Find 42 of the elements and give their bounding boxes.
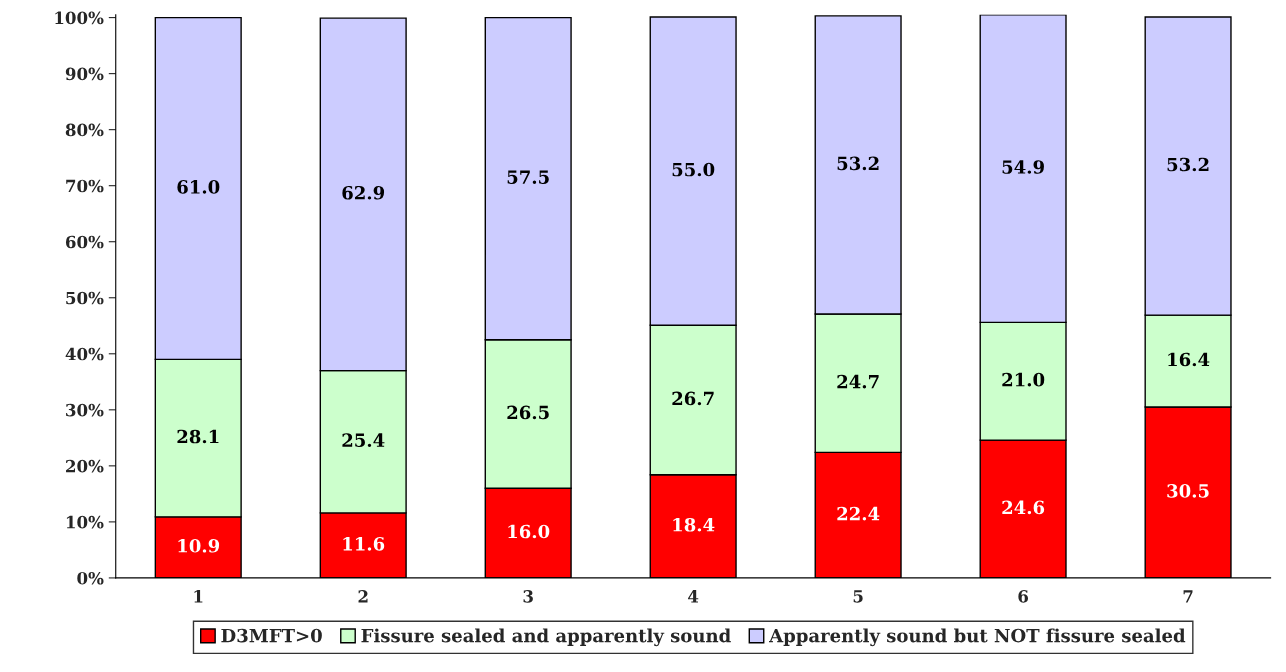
x-tick-label: 5 bbox=[853, 590, 863, 603]
data-label: 18.4 bbox=[673, 517, 715, 532]
y-tick-label: 40% bbox=[65, 347, 104, 361]
data-label: 16.4 bbox=[1168, 352, 1210, 367]
data-label: 28.1 bbox=[177, 429, 219, 444]
x-tick-label: 1 bbox=[194, 590, 203, 603]
y-tick-label: 70% bbox=[66, 179, 104, 193]
y-tick-label: 0% bbox=[77, 571, 104, 585]
data-label: 61.0 bbox=[177, 180, 220, 194]
y-tick-label: 20% bbox=[66, 459, 104, 473]
legend-label: Apparently sound but NOT fissure sealed bbox=[769, 628, 1186, 647]
data-label: 21.0 bbox=[1002, 372, 1045, 387]
data-label: 10.9 bbox=[178, 538, 220, 553]
data-label: 26.7 bbox=[672, 391, 714, 406]
y-tick-label: 30% bbox=[66, 403, 104, 417]
y-tick-label: 90% bbox=[65, 67, 104, 81]
data-label: 54.9 bbox=[1002, 160, 1044, 174]
data-label: 55.0 bbox=[672, 162, 715, 177]
legend-label: Fissure sealed and apparently sound bbox=[361, 628, 731, 647]
data-label: 53.2 bbox=[1167, 157, 1209, 172]
y-tick-label: 100% bbox=[55, 11, 104, 25]
data-label: 62.9 bbox=[342, 185, 385, 200]
x-tick-label: 3 bbox=[523, 590, 533, 603]
data-label: 53.2 bbox=[837, 156, 879, 171]
y-tick-label: 60% bbox=[65, 235, 104, 249]
data-label: 57.5 bbox=[507, 170, 549, 184]
data-label: 24.6 bbox=[1002, 500, 1045, 515]
data-label: 30.5 bbox=[1167, 484, 1209, 498]
x-tick-label: 7 bbox=[1183, 590, 1193, 603]
x-tick-label: 4 bbox=[688, 590, 699, 603]
x-tick-label: 2 bbox=[358, 590, 368, 603]
y-tick-label: 50% bbox=[66, 291, 104, 305]
data-label: 25.4 bbox=[342, 433, 385, 447]
y-tick-label: 10% bbox=[66, 515, 104, 529]
x-tick-label: 6 bbox=[1018, 590, 1029, 603]
data-label: 22.4 bbox=[837, 506, 880, 521]
data-label: 16.0 bbox=[508, 524, 550, 539]
data-label: 26.5 bbox=[507, 405, 549, 420]
y-tick-label: 80% bbox=[65, 123, 104, 137]
legend-label: D3MFT>0 bbox=[221, 628, 322, 643]
data-label: 24.7 bbox=[837, 374, 879, 389]
data-label: 11.6 bbox=[343, 537, 385, 551]
